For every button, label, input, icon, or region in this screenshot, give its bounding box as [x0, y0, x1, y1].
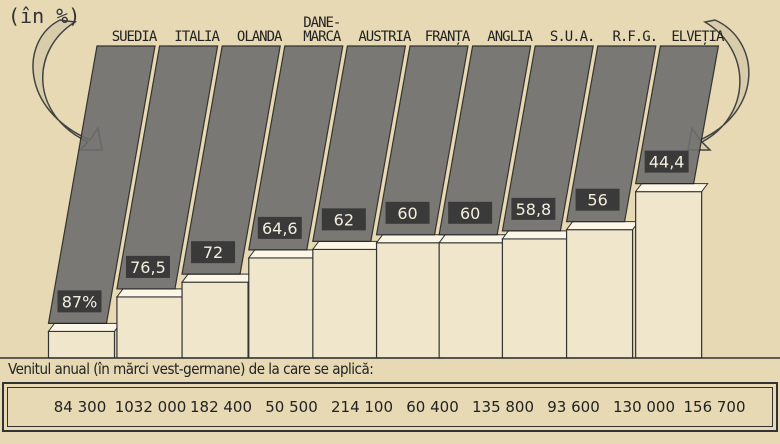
- step-top: [502, 231, 574, 239]
- table-caption: Venitul anual (în mărci vest-germane) de…: [8, 360, 373, 378]
- table-cell: 182 400: [183, 398, 259, 416]
- step-top: [48, 323, 120, 331]
- value-label: 72: [203, 243, 223, 262]
- base-column: [182, 282, 248, 358]
- value-label: 62: [334, 210, 354, 229]
- value-label: 60: [460, 204, 480, 223]
- page: 87% 76,5 72 64,6 62 60 60 58,8 56 44,4 (în %) Ven…: [0, 0, 780, 444]
- base-column: [48, 331, 114, 358]
- base-column: [377, 243, 443, 358]
- value-label: 64,6: [262, 219, 298, 238]
- base-column: [502, 239, 568, 358]
- axis-unit: (în %): [8, 4, 80, 28]
- step-top: [567, 222, 639, 230]
- step-top: [182, 274, 254, 282]
- base-column: [439, 243, 505, 358]
- step-top: [377, 235, 449, 243]
- step-top: [313, 241, 385, 249]
- step-top: [439, 235, 511, 243]
- base-column: [117, 297, 183, 358]
- table-cell: 1032 000: [113, 398, 189, 416]
- table-cell: 93 600: [536, 398, 612, 416]
- table-cell: 156 700: [677, 398, 753, 416]
- step-top: [636, 184, 708, 192]
- table-cell: 135 800: [465, 398, 541, 416]
- category-label: ELVEȚIA: [657, 8, 737, 44]
- step-top: [117, 289, 189, 297]
- value-label: 87%: [62, 292, 98, 311]
- table-cell: 214 100: [324, 398, 400, 416]
- step-top: [249, 250, 321, 258]
- value-label: 44,4: [649, 153, 685, 172]
- table-cell: 84 300: [42, 398, 118, 416]
- value-label: 76,5: [130, 258, 166, 277]
- value-label: 56: [587, 191, 607, 210]
- base-column: [567, 230, 633, 358]
- table-cell: 60 400: [395, 398, 471, 416]
- value-label: 60: [397, 204, 417, 223]
- base-column: [313, 249, 379, 358]
- value-label: 58,8: [516, 200, 552, 219]
- base-column: [636, 192, 702, 358]
- table-cell: 130 000: [606, 398, 682, 416]
- base-column: [249, 258, 315, 358]
- table-cell: 50 500: [254, 398, 330, 416]
